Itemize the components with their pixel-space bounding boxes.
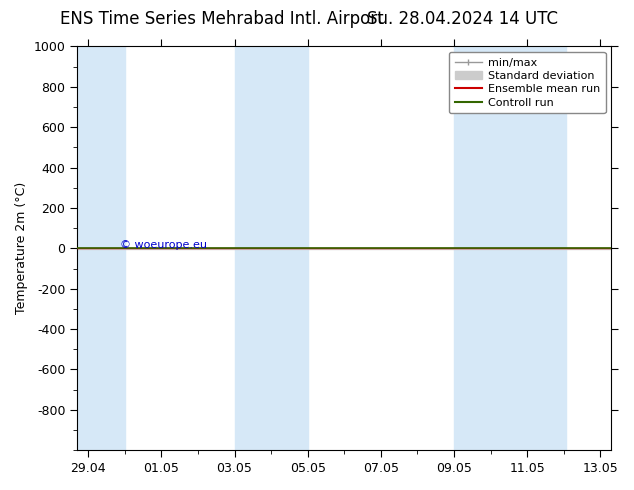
Legend: min/max, Standard deviation, Ensemble mean run, Controll run: min/max, Standard deviation, Ensemble me… bbox=[449, 52, 605, 113]
Text: Su. 28.04.2024 14 UTC: Su. 28.04.2024 14 UTC bbox=[367, 10, 559, 28]
Text: ENS Time Series Mehrabad Intl. Airport: ENS Time Series Mehrabad Intl. Airport bbox=[60, 10, 384, 28]
Y-axis label: Temperature 2m (°C): Temperature 2m (°C) bbox=[15, 182, 28, 315]
Bar bbox=[454, 47, 566, 450]
Bar bbox=[235, 47, 307, 450]
Text: © woeurope.eu: © woeurope.eu bbox=[120, 240, 207, 250]
Bar bbox=[77, 47, 125, 450]
